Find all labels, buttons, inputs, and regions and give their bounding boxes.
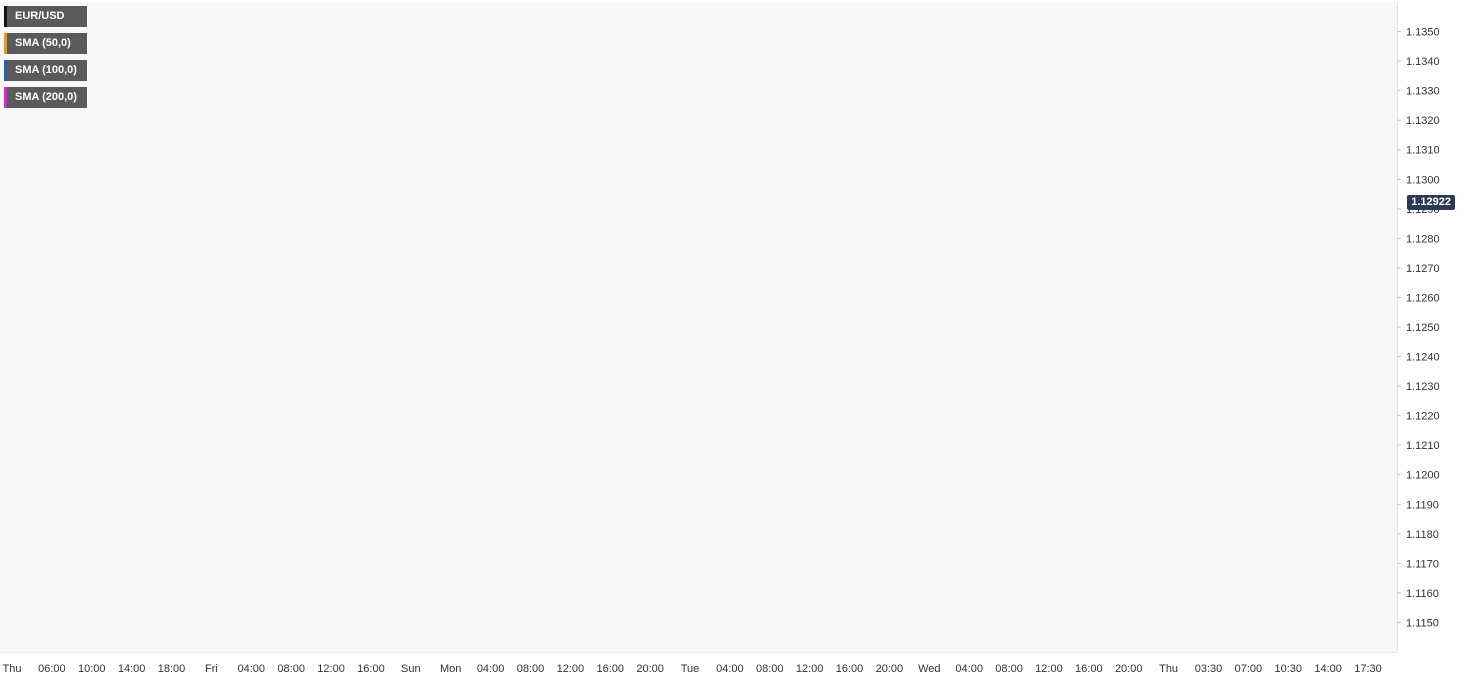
x-tick-label: Fri (205, 663, 218, 675)
y-tick-label: 1.1230 (1406, 381, 1440, 393)
y-tick-label: 1.1240 (1406, 352, 1440, 364)
time-axis: Thu 06:00 10:00 14:00 18:00 Fri 04:00 08:00 12:0… (3, 663, 1382, 675)
y-tick-label: 1.1160 (1406, 588, 1439, 600)
x-tick-label: 04:00 (716, 663, 744, 675)
x-tick-label: 07:00 (1235, 663, 1263, 675)
y-tick-label: 1.1330 (1406, 86, 1440, 98)
legend-sma-200[interactable]: SMA (200,0) (4, 87, 87, 108)
x-tick-label: Sun (401, 663, 421, 675)
x-tick-label: Thu (1159, 663, 1178, 675)
y-tick-label: 1.1190 (1406, 499, 1439, 511)
x-tick-label: 06:00 (38, 663, 66, 675)
x-tick-label: 04:00 (955, 663, 983, 675)
x-tick-label: 12:00 (557, 663, 585, 675)
legend-symbol[interactable]: EUR/USD (4, 6, 87, 27)
y-tick-label: 1.1350 (1406, 27, 1440, 39)
plot-background (0, 2, 1397, 652)
x-tick-label: Wed (918, 663, 940, 675)
x-tick-label: 10:00 (78, 663, 106, 675)
y-tick-label: 1.1270 (1406, 263, 1440, 275)
y-tick-label: 1.1320 (1406, 115, 1440, 127)
x-tick-label: 16:00 (1075, 663, 1103, 675)
y-tick-label: 1.1250 (1406, 322, 1440, 334)
x-tick-label: 14:00 (118, 663, 146, 675)
x-tick-label: 04:00 (477, 663, 505, 675)
x-tick-label: 10:30 (1274, 663, 1302, 675)
y-tick-label: 1.1180 (1406, 529, 1439, 541)
x-tick-label: Thu (3, 663, 22, 675)
y-tick-label: 1.1200 (1406, 470, 1440, 482)
y-tick-label: 1.1220 (1406, 411, 1440, 423)
y-tick-label: 1.1310 (1406, 145, 1440, 157)
legend-sma-50[interactable]: SMA (50,0) (4, 33, 87, 54)
x-tick-label: 04:00 (238, 663, 266, 675)
x-tick-label: Mon (440, 663, 461, 675)
y-tick-label: 1.1300 (1406, 174, 1440, 186)
y-tick-label: 1.1170 (1406, 558, 1439, 570)
x-tick-label: 12:00 (1035, 663, 1063, 675)
y-tick-label: 1.1280 (1406, 233, 1440, 245)
y-tick-label: 1.1260 (1406, 292, 1440, 304)
x-tick-label: Tue (681, 663, 700, 675)
x-tick-label: 03:30 (1195, 663, 1223, 675)
y-tick-label: 1.1340 (1406, 56, 1440, 68)
y-tick-label: 1.1150 (1406, 617, 1439, 629)
x-tick-label: 20:00 (636, 663, 664, 675)
x-tick-label: 08:00 (995, 663, 1023, 675)
x-tick-label: 20:00 (876, 663, 904, 675)
y-tick-label: 1.1210 (1406, 440, 1440, 452)
x-tick-label: 16:00 (836, 663, 864, 675)
price-axis: 1.1150 1.1160 1.1170 1.1180 1.1190 1.1200 1.12… (1397, 27, 1440, 629)
x-tick-label: 12:00 (317, 663, 345, 675)
x-tick-label: 16:00 (596, 663, 624, 675)
x-tick-label: 14:00 (1314, 663, 1342, 675)
x-tick-label: 17:30 (1354, 663, 1382, 675)
x-tick-label: 12:00 (796, 663, 824, 675)
x-tick-label: 20:00 (1115, 663, 1143, 675)
x-tick-label: 18:00 (158, 663, 186, 675)
x-tick-label: 16:00 (357, 663, 385, 675)
x-tick-label: 08:00 (756, 663, 784, 675)
x-tick-label: 08:00 (517, 663, 545, 675)
legend: EUR/USD SMA (50,0) SMA (100,0) SMA (200,… (4, 6, 87, 114)
x-tick-label: 08:00 (277, 663, 305, 675)
last-price-tag: 1.12922 (1407, 194, 1455, 210)
legend-sma-100[interactable]: SMA (100,0) (4, 60, 87, 81)
